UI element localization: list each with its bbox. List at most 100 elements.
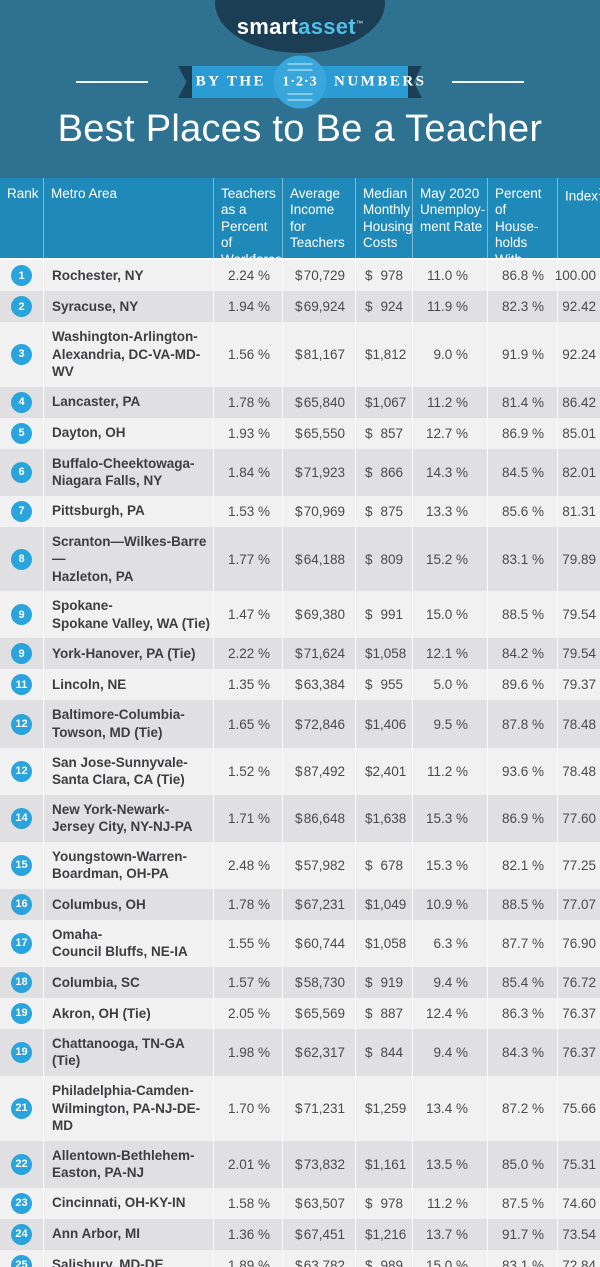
- currency-symbol: $: [365, 1226, 373, 1242]
- unemployment-cell: 5.0 %: [412, 669, 487, 701]
- rank-cell: 12: [0, 700, 43, 747]
- metro-area-cell: Youngstown-Warren- Boardman, OH-PA: [43, 841, 213, 889]
- internet-access-cell: 82.3 %: [487, 291, 557, 322]
- metro-area-cell: Washington-Arlington- Alexandria, DC-VA-…: [43, 322, 213, 387]
- rank-badge: 22: [11, 1153, 32, 1175]
- logo-smart: smart: [236, 14, 299, 39]
- rank-badge: 4: [11, 391, 32, 413]
- teachers-pct-cell: 2.01 %: [213, 1140, 282, 1188]
- avg-income-value: 71,231: [303, 1100, 345, 1116]
- column-header-metro-area: Metro Area: [43, 178, 213, 258]
- avg-income-value: 69,924: [303, 299, 345, 314]
- unemployment-cell: 11.2 %: [412, 1187, 487, 1219]
- unemployment-cell: 12.4 %: [412, 997, 487, 1029]
- rank-badge: 9: [11, 604, 32, 626]
- column-header-unemployment: May 2020 Unemploy- ment Rate: [412, 178, 487, 258]
- internet-access-cell: 85.0 %: [487, 1140, 557, 1188]
- table-row: 23 Cincinnati, OH-KY-IN 1.58 % $ 63,507 …: [0, 1187, 600, 1219]
- avg-income-value: 73,832: [303, 1156, 345, 1172]
- table-row: 21 Philadelphia-Camden- Wilmington, PA-N…: [0, 1076, 600, 1141]
- rank-cell: 2: [0, 291, 43, 322]
- rank-badge: 16: [11, 893, 32, 915]
- currency-symbol: $: [365, 677, 373, 693]
- table-row: 3 Washington-Arlington- Alexandria, DC-V…: [0, 322, 600, 387]
- housing-cost-value: 1,216: [372, 1226, 407, 1242]
- index-cell: 86.42: [557, 386, 600, 418]
- currency-symbol: $: [295, 810, 303, 826]
- table-row: 2 Syracuse, NY 1.94 % $ 69,924 $ 924 11.…: [0, 291, 600, 322]
- housing-cost-cell: $ 1,049: [355, 888, 412, 920]
- avg-income-cell: $ 71,923: [282, 448, 355, 496]
- housing-cost-cell: $ 978: [355, 260, 412, 291]
- internet-access-cell: 85.6 %: [487, 495, 557, 527]
- housing-cost-cell: $ 857: [355, 417, 412, 449]
- teachers-pct-cell: 1.77 %: [213, 526, 282, 592]
- unemployment-cell: 11.2 %: [412, 747, 487, 795]
- rank-badge: 3: [11, 343, 32, 365]
- rank-badge: 24: [11, 1223, 32, 1245]
- currency-symbol: $: [295, 1156, 303, 1172]
- currency-symbol: $: [365, 1044, 373, 1060]
- column-header-internet: Percent of House- holds With Internet Ac…: [487, 178, 557, 300]
- housing-cost-value: 924: [380, 299, 403, 314]
- index-footnote-marker: 1: [598, 186, 600, 198]
- rank-cell: 9: [0, 591, 43, 638]
- rank-cell: 19: [0, 998, 43, 1029]
- housing-cost-value: 875: [380, 503, 403, 519]
- table-body: 1 Rochester, NY 2.24 % $ 70,729 $ 978 11…: [0, 258, 600, 1267]
- rank-badge: 21: [11, 1097, 32, 1119]
- table-row: 19 Akron, OH (Tie) 2.05 % $ 65,569 $ 887…: [0, 997, 600, 1029]
- table-row: 9 York-Hanover, PA (Tie) 2.22 % $ 71,624…: [0, 638, 600, 670]
- rank-badge: 12: [11, 760, 32, 782]
- currency-symbol: $: [365, 974, 373, 990]
- unemployment-cell: 11.9 %: [412, 291, 487, 322]
- teachers-pct-cell: 2.05 %: [213, 997, 282, 1029]
- table-row: 12 San Jose-Sunnyvale- Santa Clara, CA (…: [0, 747, 600, 795]
- rank-cell: 19: [0, 1029, 43, 1076]
- internet-access-cell: 83.1 %: [487, 526, 557, 592]
- housing-cost-cell: $ 2,401: [355, 747, 412, 795]
- avg-income-cell: $ 64,188: [282, 526, 355, 592]
- index-cell: 76.90: [557, 919, 600, 967]
- internet-access-cell: 87.8 %: [487, 700, 557, 748]
- index-cell: 77.07: [557, 888, 600, 920]
- avg-income-cell: $ 63,384: [282, 669, 355, 701]
- currency-symbol: $: [365, 346, 373, 362]
- avg-income-value: 63,384: [303, 677, 345, 693]
- avg-income-value: 63,507: [303, 1195, 345, 1211]
- index-cell: 76.72: [557, 966, 600, 998]
- housing-cost-value: 955: [380, 677, 403, 693]
- currency-symbol: $: [295, 677, 303, 693]
- table-row: 22 Allentown-Bethlehem- Easton, PA-NJ 2.…: [0, 1140, 600, 1188]
- currency-symbol: $: [365, 1156, 373, 1172]
- unemployment-cell: 13.3 %: [412, 495, 487, 527]
- housing-cost-value: 1,259: [372, 1100, 407, 1116]
- metro-area-cell: Philadelphia-Camden- Wilmington, PA-NJ-D…: [43, 1076, 213, 1141]
- currency-symbol: $: [295, 503, 303, 519]
- currency-symbol: $: [365, 607, 373, 623]
- currency-symbol: $: [365, 646, 373, 662]
- avg-income-value: 67,231: [303, 896, 345, 912]
- teachers-pct-cell: 1.78 %: [213, 888, 282, 920]
- rank-cell: 6: [0, 449, 43, 496]
- avg-income-value: 72,846: [303, 716, 345, 732]
- internet-access-cell: 87.5 %: [487, 1187, 557, 1219]
- rank-cell: 18: [0, 967, 43, 998]
- housing-cost-cell: $ 809: [355, 526, 412, 592]
- rank-badge: 18: [11, 971, 32, 993]
- metro-area-cell: Buffalo-Cheektowaga- Niagara Falls, NY: [43, 448, 213, 496]
- rank-cell: 25: [0, 1250, 43, 1267]
- banner-left-rule: [76, 81, 148, 83]
- table-row: 1 Rochester, NY 2.24 % $ 70,729 $ 978 11…: [0, 260, 600, 291]
- housing-cost-value: 919: [380, 974, 403, 990]
- table-row: 8 Scranton—Wilkes-Barre— Hazleton, PA 1.…: [0, 526, 600, 592]
- currency-symbol: $: [365, 1005, 373, 1021]
- housing-cost-cell: $ 1,058: [355, 638, 412, 670]
- rank-badge: 19: [11, 1002, 32, 1024]
- index-cell: 85.01: [557, 417, 600, 449]
- metro-area-cell: Scranton—Wilkes-Barre— Hazleton, PA: [43, 526, 213, 592]
- housing-cost-value: 991: [380, 607, 403, 623]
- metro-area-cell: Ann Arbor, MI: [43, 1218, 213, 1250]
- housing-cost-cell: $ 678: [355, 841, 412, 889]
- currency-symbol: $: [365, 896, 373, 912]
